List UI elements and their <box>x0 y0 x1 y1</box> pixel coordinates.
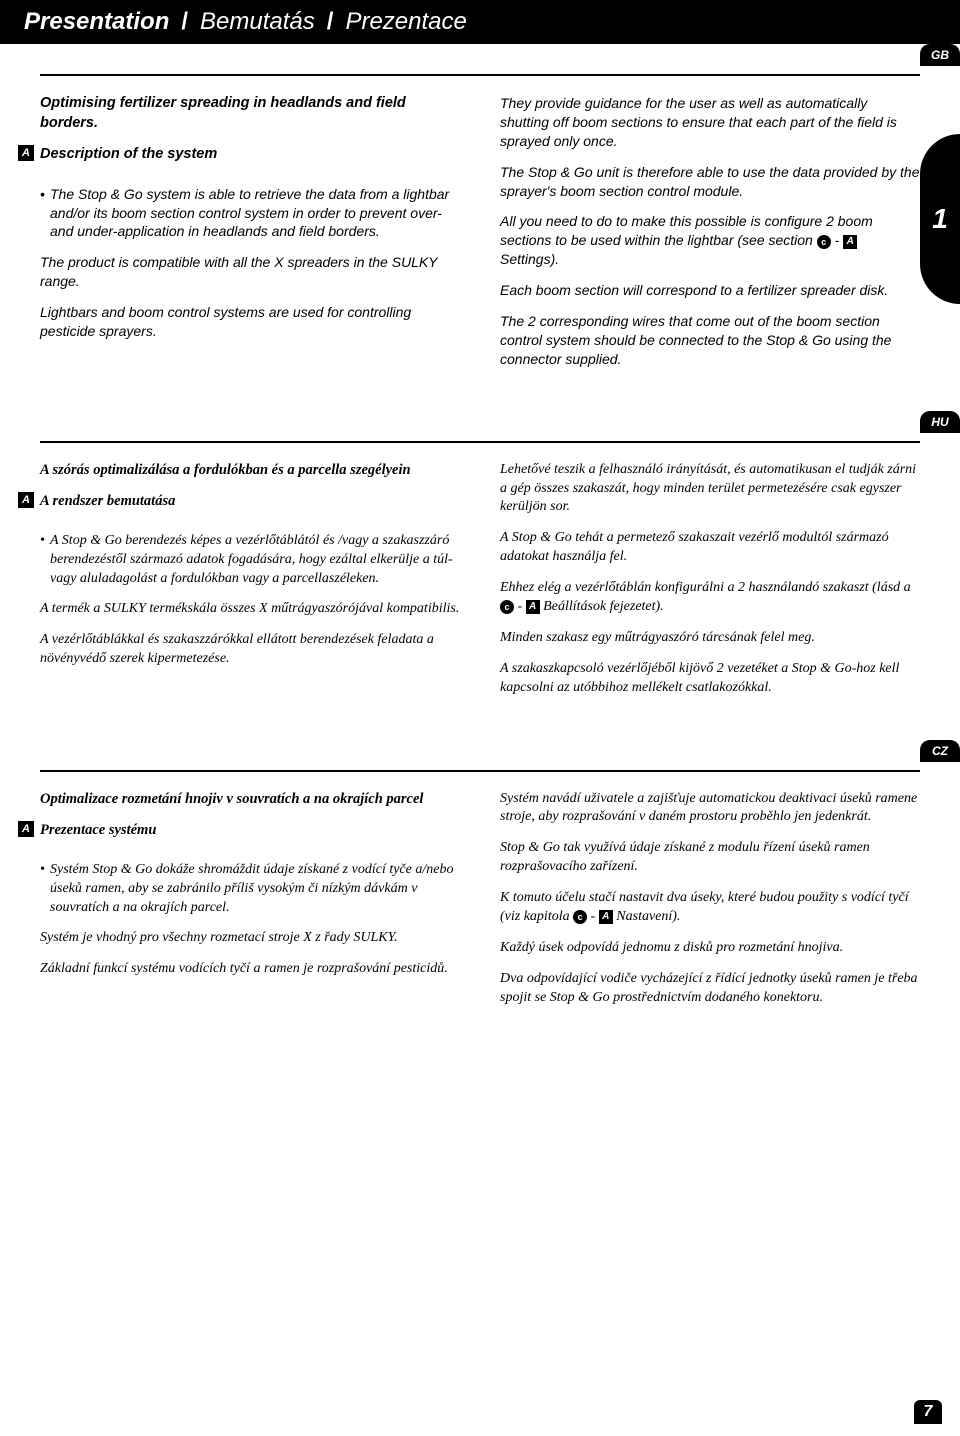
gb-left-p2: The product is compatible with all the X… <box>40 253 460 291</box>
gb-right-p2: The Stop & Go unit is therefore able to … <box>500 163 920 201</box>
text: Settings). <box>500 251 559 267</box>
gb-left-p1: The Stop & Go system is able to retrieve… <box>40 185 460 242</box>
gb-left-column: Optimising fertilizer spreading in headl… <box>40 94 460 381</box>
header-separator: / <box>181 8 188 36</box>
hu-right-column: Lehetővé teszik a felhasználó irányításá… <box>500 461 920 710</box>
ref-a-icon: A <box>526 600 540 614</box>
header-prezentace: Prezentace <box>345 8 466 36</box>
text: Beállítások fejezetet). <box>540 599 664 614</box>
hu-left-p2: A termék a SULKY termékskála összes X mű… <box>40 600 460 619</box>
gb-left-p3: Lightbars and boom control systems are u… <box>40 303 460 341</box>
cz-right-p5: Dva odpovídající vodiče vycházející z ří… <box>500 970 920 1008</box>
header-presentation: Presentation <box>24 8 169 36</box>
ref-c-icon: c <box>817 235 831 249</box>
badge-cz: CZ <box>920 740 960 762</box>
hu-left-p1: A Stop & Go berendezés képes a vezérlőtá… <box>40 532 460 589</box>
hu-left-column: A szórás optimalizálása a fordulókban és… <box>40 461 460 710</box>
cz-right-p4: Každý úsek odpovídá jednomu z disků pro … <box>500 939 920 958</box>
ref-c-icon: c <box>500 600 514 614</box>
ref-a-icon: A <box>843 235 857 249</box>
marker-a-icon: A <box>18 145 34 161</box>
hu-right-p1: Lehetővé teszik a felhasználó irányításá… <box>500 461 920 518</box>
text: - <box>514 599 526 614</box>
cz-left-p3: Základní funkcí systému vodících tyčí a … <box>40 960 460 979</box>
cz-subtitle: Prezentace systému <box>40 821 156 841</box>
text: Ehhez elég a vezérlőtáblán konfigurálni … <box>500 580 911 595</box>
gb-right-column: They provide guidance for the user as we… <box>500 94 920 381</box>
hu-right-p2: A Stop & Go tehát a permetező szakaszait… <box>500 529 920 567</box>
cz-right-p3: K tomuto účelu stačí nastavit dva úseky,… <box>500 889 920 927</box>
cz-title: Optimalizace rozmetání hnojiv v souvratí… <box>40 790 460 810</box>
divider <box>40 441 920 443</box>
marker-a-icon: A <box>18 821 34 837</box>
hu-left-p3: A vezérlőtáblákkal és szakaszzárókkal el… <box>40 631 460 669</box>
cz-left-p1: Systém Stop & Go dokáže shromáždit údaje… <box>40 861 460 918</box>
hu-right-p5: A szakaszkapcsoló vezérlőjéből kijövő 2 … <box>500 660 920 698</box>
ref-a-icon: A <box>599 910 613 924</box>
cz-left-p2: Systém je vhodný pro všechny rozmetací s… <box>40 929 460 948</box>
marker-a-icon: A <box>18 492 34 508</box>
header-separator: / <box>327 8 334 36</box>
section-cz: CZ Optimalizace rozmetání hnojiv v souvr… <box>40 770 920 1020</box>
cz-right-p1: Systém navádí uživatele a zajišťuje auto… <box>500 790 920 828</box>
hu-right-p4: Minden szakasz egy műtrágyaszóró tárcsán… <box>500 629 920 648</box>
ref-c-icon: c <box>573 910 587 924</box>
badge-hu: HU <box>920 411 960 433</box>
gb-title: Optimising fertilizer spreading in headl… <box>40 94 460 133</box>
hu-subtitle: A rendszer bemutatása <box>40 492 175 512</box>
divider <box>40 74 920 76</box>
chapter-tab: 1 <box>920 134 960 304</box>
cz-right-column: Systém navádí uživatele a zajišťuje auto… <box>500 790 920 1020</box>
text: - <box>831 232 843 248</box>
gb-right-p1: They provide guidance for the user as we… <box>500 94 920 151</box>
cz-left-column: Optimalizace rozmetání hnojiv v souvratí… <box>40 790 460 1020</box>
gb-subtitle: Description of the system <box>40 145 217 165</box>
gb-right-p5: The 2 corresponding wires that come out … <box>500 312 920 369</box>
section-gb: GB 1 Optimising fertilizer spreading in … <box>40 74 920 381</box>
text: Nastavení). <box>613 909 681 924</box>
header-bemutatas: Bemutatás <box>200 8 315 36</box>
hu-title: A szórás optimalizálása a fordulókban és… <box>40 461 460 481</box>
gb-right-p4: Each boom section will correspond to a f… <box>500 281 920 300</box>
section-hu: HU A szórás optimalizálása a fordulókban… <box>40 441 920 710</box>
badge-gb: GB <box>920 44 960 66</box>
text: - <box>587 909 599 924</box>
page-number: 7 <box>914 1400 942 1424</box>
text: K tomuto účelu stačí nastavit dva úseky,… <box>500 890 909 924</box>
page-header: Presentation / Bemutatás / Prezentace <box>0 0 960 44</box>
gb-right-p3: All you need to do to make this possible… <box>500 212 920 269</box>
hu-right-p3: Ehhez elég a vezérlőtáblán konfigurálni … <box>500 579 920 617</box>
divider <box>40 770 920 772</box>
cz-right-p2: Stop & Go tak využívá údaje získané z mo… <box>500 839 920 877</box>
